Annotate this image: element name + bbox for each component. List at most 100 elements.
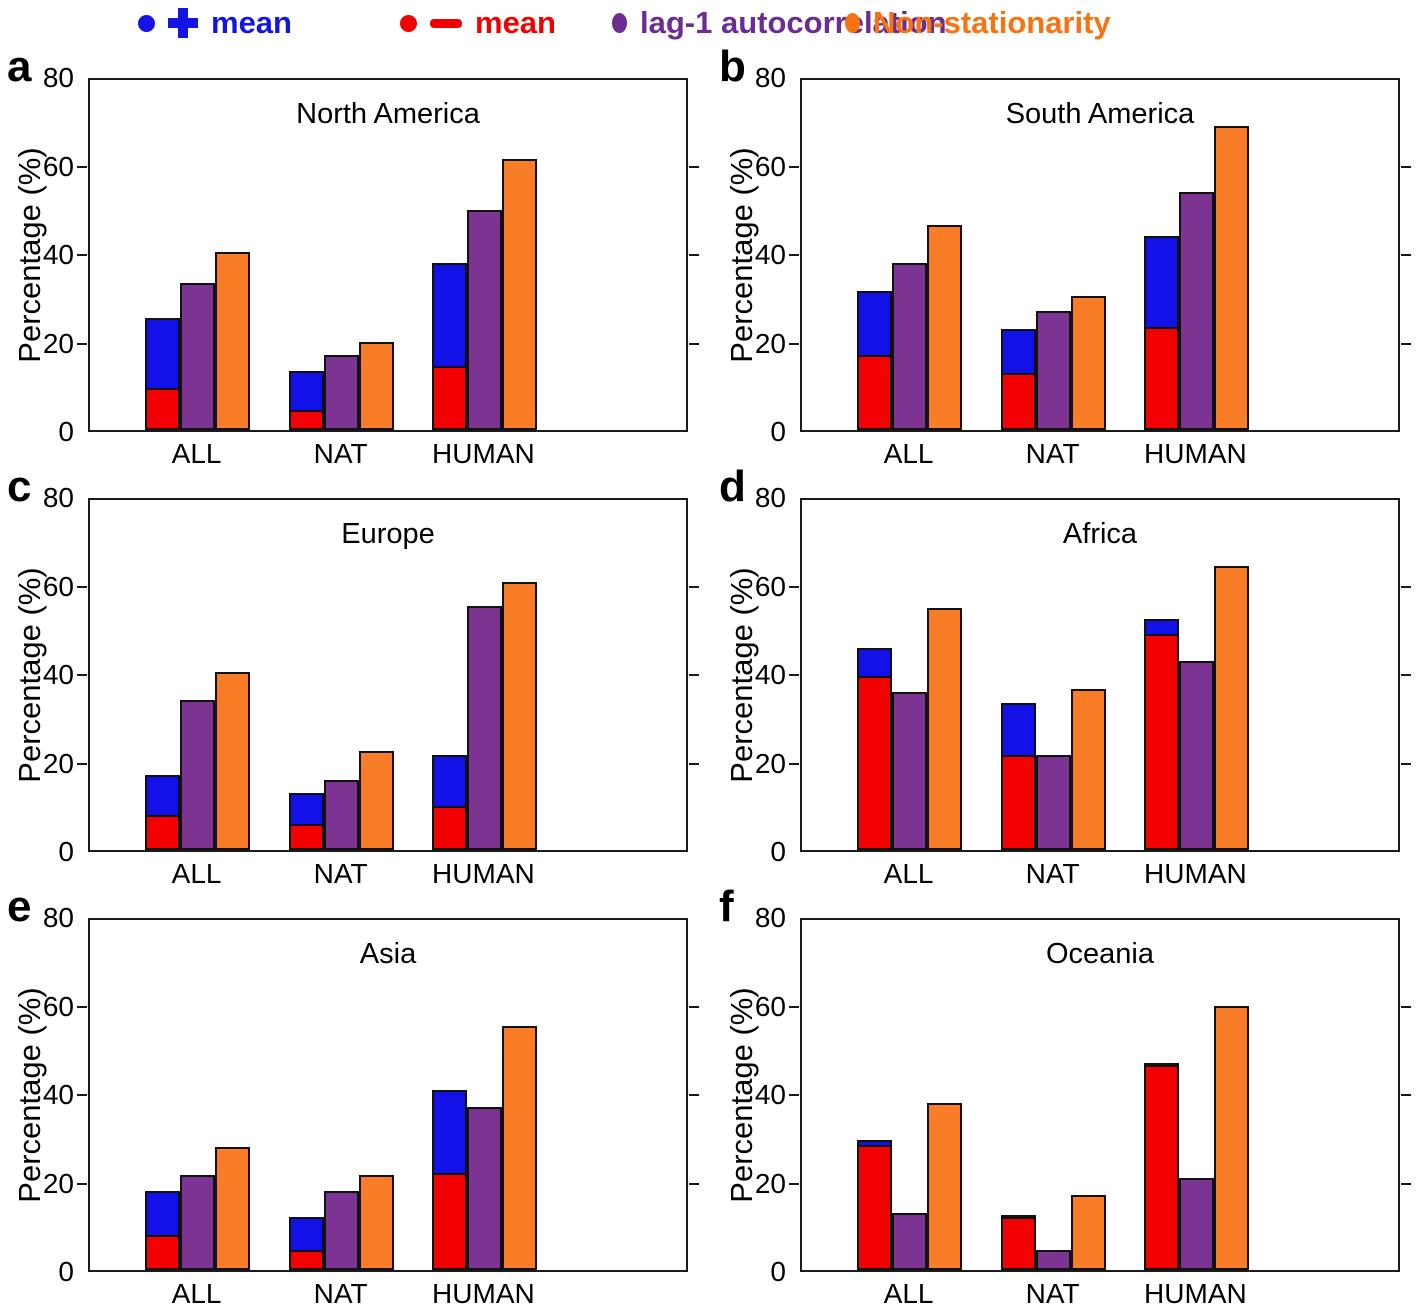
bar-lag1-autocorrelation [1178,1178,1214,1270]
bar-lag1-autocorrelation [466,606,502,850]
y-tick-mark-left [77,1182,87,1185]
plus-icon [168,8,198,38]
bar-mean-decrease [431,1173,467,1270]
bar-lag1-autocorrelation [466,1107,502,1270]
panel-letter: e [7,882,32,931]
panel-africa: d Percentage (%) Africa 0 20 40 60 80 ALL NAT H… [712,462,1425,889]
bar-lag1-autocorrelation [180,283,216,430]
panel-title: Oceania [1045,938,1154,970]
y-tick-label: 60 [42,150,74,182]
bar-lag1-autocorrelation [1178,192,1214,430]
bar-mean-decrease [289,410,325,430]
y-tick-mark-right [1401,1182,1411,1185]
bar-mean-decrease [289,1250,325,1270]
bar-non-stationarity [1213,126,1249,430]
x-category-label: ALL [171,438,222,469]
bar-mean-decrease [1143,327,1179,430]
x-category-label: HUMAN [1144,1278,1247,1309]
y-tick-label: 60 [754,570,786,602]
y-tick-mark-left [77,762,87,765]
bar-non-stationarity [1213,566,1249,850]
y-tick-mark-left [789,254,799,256]
orange-circle-icon [845,13,860,33]
bar-non-stationarity [1071,296,1107,430]
y-tick-mark-right [689,674,699,676]
y-tick-label: 60 [754,150,786,182]
x-category-label: HUMAN [432,1278,535,1309]
bar-mean-decrease [1001,755,1037,850]
y-tick-mark-left [789,1182,799,1185]
y-tick-label: 80 [42,902,74,933]
panel-grid: a Percentage (%) North America 0 20 40 60 80… [0,42,1425,1309]
bar-non-stationarity [927,225,963,430]
bar-non-stationarity [927,1103,963,1270]
legend: mean mean lag-1 autocorrelation Non-stat… [0,0,1425,46]
y-tick-mark-left [77,254,87,256]
y-tick-label: 80 [42,62,74,93]
bar-non-stationarity [359,1175,395,1270]
y-tick-mark-left [789,674,799,676]
bar-non-stationarity [501,1026,537,1270]
y-tick-label: 40 [754,659,786,690]
y-tick-mark-right [1401,1005,1411,1008]
x-category-label: ALL [171,858,222,889]
y-tick-label: 20 [754,1167,786,1199]
y-tick-label: 0 [770,416,786,447]
y-tick-label: 0 [770,836,786,867]
bar-non-stationarity [359,342,395,430]
y-tick-mark-right [689,1094,699,1096]
plot-area: North America [88,78,688,432]
y-tick-mark-left [789,165,799,168]
x-category-label: NAT [1025,1278,1080,1309]
y-tick-label: 60 [42,990,74,1022]
y-tick-mark-right [1401,585,1411,588]
panel-letter: b [719,42,746,91]
bar-lag1-autocorrelation [324,1191,360,1270]
y-tick-label: 0 [770,1256,786,1287]
bar-mean-decrease [145,388,181,430]
y-tick-label: 20 [754,747,786,779]
legend-item-non-stationarity: Non-stationarity [845,0,1111,46]
panel-title: North America [296,98,480,130]
legend-item-mean-decrease: mean [400,0,556,46]
purple-circle-icon [612,13,627,33]
bar-non-stationarity [927,608,963,850]
y-tick-mark-right [1401,1094,1411,1096]
bar-mean-decrease [1001,373,1037,430]
panel-title: Europe [341,518,435,550]
y-tick-mark-left [789,342,799,345]
y-tick-label: 60 [42,570,74,602]
panel-asia: e Percentage (%) Asia 0 20 40 60 80 ALL NAT HUM… [0,882,712,1309]
panel-oceania: f Percentage (%) Oceania 0 20 40 60 80 ALL NAT… [712,882,1425,1309]
bar-mean-decrease [1143,634,1179,850]
plot-area: Asia [88,918,688,1272]
bar-non-stationarity [215,672,251,850]
bar-lag1-autocorrelation [892,1213,928,1270]
y-tick-mark-left [789,1094,799,1096]
y-tick-mark-right [1401,165,1411,168]
y-tick-label: 20 [754,327,786,359]
x-category-label: NAT [313,1278,368,1309]
bar-mean-decrease [145,815,181,850]
panel-north-america: a Percentage (%) North America 0 20 40 60 80… [0,42,712,469]
x-category-label: ALL [883,858,934,889]
y-tick-label: 40 [42,659,74,690]
bar-lag1-autocorrelation [1036,1250,1072,1270]
x-category-label: NAT [1025,858,1080,889]
y-tick-mark-left [77,165,87,168]
x-category-label: ALL [883,1278,934,1309]
y-tick-mark-left [789,1005,799,1008]
plot-area: Oceania [800,918,1400,1272]
panel-title: Asia [359,938,417,970]
y-tick-label: 80 [754,62,786,93]
y-tick-mark-right [689,762,699,765]
bar-mean-decrease [857,676,893,850]
bar-mean-decrease [857,355,893,430]
x-category-label: ALL [883,438,934,469]
x-category-label: NAT [313,438,368,469]
bar-mean-decrease [289,824,325,850]
y-tick-mark-right [689,1005,699,1008]
y-tick-label: 0 [58,1256,74,1287]
y-tick-mark-left [77,1005,87,1008]
y-tick-mark-left [77,1094,87,1096]
